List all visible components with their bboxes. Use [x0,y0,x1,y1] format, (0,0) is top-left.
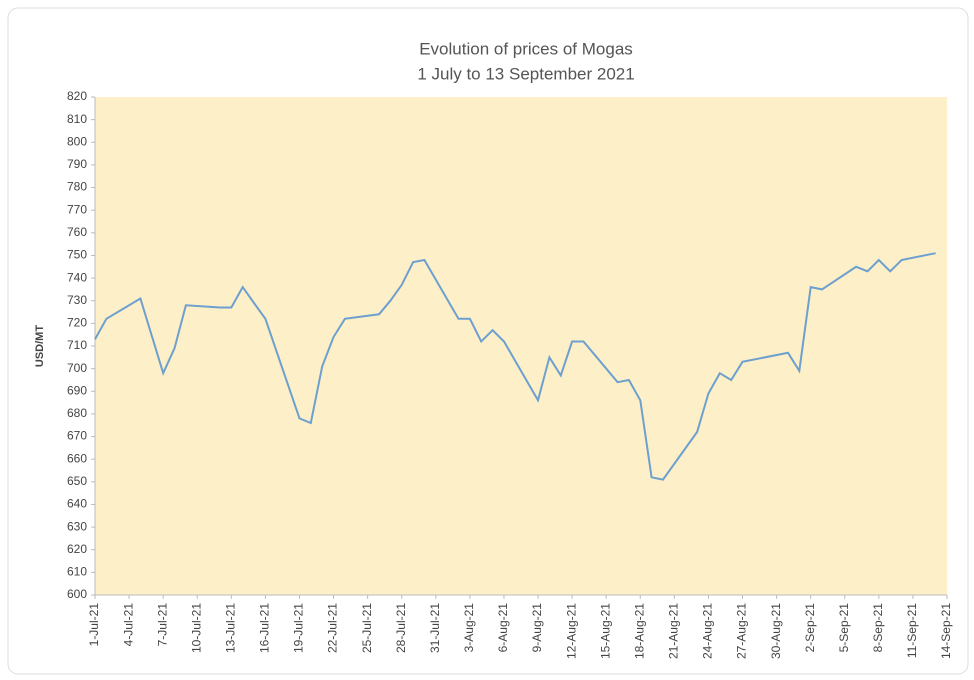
x-tick-label: 2-Sep-21 [803,603,817,653]
x-tick-label: 27-Aug-21 [735,603,749,659]
x-tick-label: 18-Aug-21 [632,603,646,659]
y-tick-label: 700 [67,361,87,375]
y-tick-label: 820 [67,89,87,103]
y-tick-label: 680 [67,406,87,420]
x-tick-label: 30-Aug-21 [769,603,783,659]
x-tick-label: 14-Sep-21 [939,603,953,659]
x-tick-label: 25-Jul-21 [360,603,374,653]
y-axis-label: USD/MT [34,325,46,367]
x-tick-label: 19-Jul-21 [292,603,306,653]
y-tick-label: 730 [67,293,87,307]
y-tick-label: 750 [67,248,87,262]
x-tick-label: 24-Aug-21 [701,603,715,659]
y-tick-label: 810 [67,112,87,126]
y-tick-label: 770 [67,202,87,216]
y-tick-label: 620 [67,542,87,556]
y-tick-label: 790 [67,157,87,171]
x-tick-label: 22-Jul-21 [326,603,340,653]
x-tick-label: 21-Aug-21 [667,603,681,659]
x-tick-label: 9-Aug-21 [530,603,544,653]
x-tick-label: 16-Jul-21 [258,603,272,653]
x-tick-label: 7-Jul-21 [155,603,169,647]
x-tick-label: 1-Jul-21 [87,603,101,647]
x-tick-label: 10-Jul-21 [189,603,203,653]
x-tick-label: 8-Sep-21 [871,603,885,653]
y-tick-label: 610 [67,565,87,579]
x-tick-label: 3-Aug-21 [462,603,476,653]
y-tick-label: 600 [67,587,87,601]
y-tick-label: 710 [67,338,87,352]
y-tick-label: 650 [67,474,87,488]
y-tick-label: 690 [67,383,87,397]
y-tick-label: 630 [67,519,87,533]
x-tick-label: 11-Sep-21 [905,603,919,658]
y-tick-label: 670 [67,429,87,443]
x-tick-label: 28-Jul-21 [394,603,408,653]
price-line [94,252,936,481]
chart-subtitle: 1 July to 13 September 2021 [417,64,634,83]
x-tick-label: 15-Aug-21 [598,603,612,659]
y-tick-label: 800 [67,134,87,148]
y-tick-label: 780 [67,180,87,194]
y-tick-label: 640 [67,497,87,511]
x-tick-label: 5-Sep-21 [837,603,851,653]
y-tick-label: 720 [67,316,87,330]
x-tick-label: 13-Jul-21 [223,603,237,653]
x-tick-label: 12-Aug-21 [564,603,578,659]
y-tick-label: 660 [67,451,87,465]
x-tick-label: 6-Aug-21 [496,603,510,653]
x-tick-label: 31-Jul-21 [428,603,442,653]
y-tick-label: 740 [67,270,87,284]
x-tick-label: 4-Jul-21 [121,603,135,647]
y-tick-label: 760 [67,225,87,239]
chart-title: Evolution of prices of Mogas [419,39,633,58]
plot-area [95,97,947,595]
